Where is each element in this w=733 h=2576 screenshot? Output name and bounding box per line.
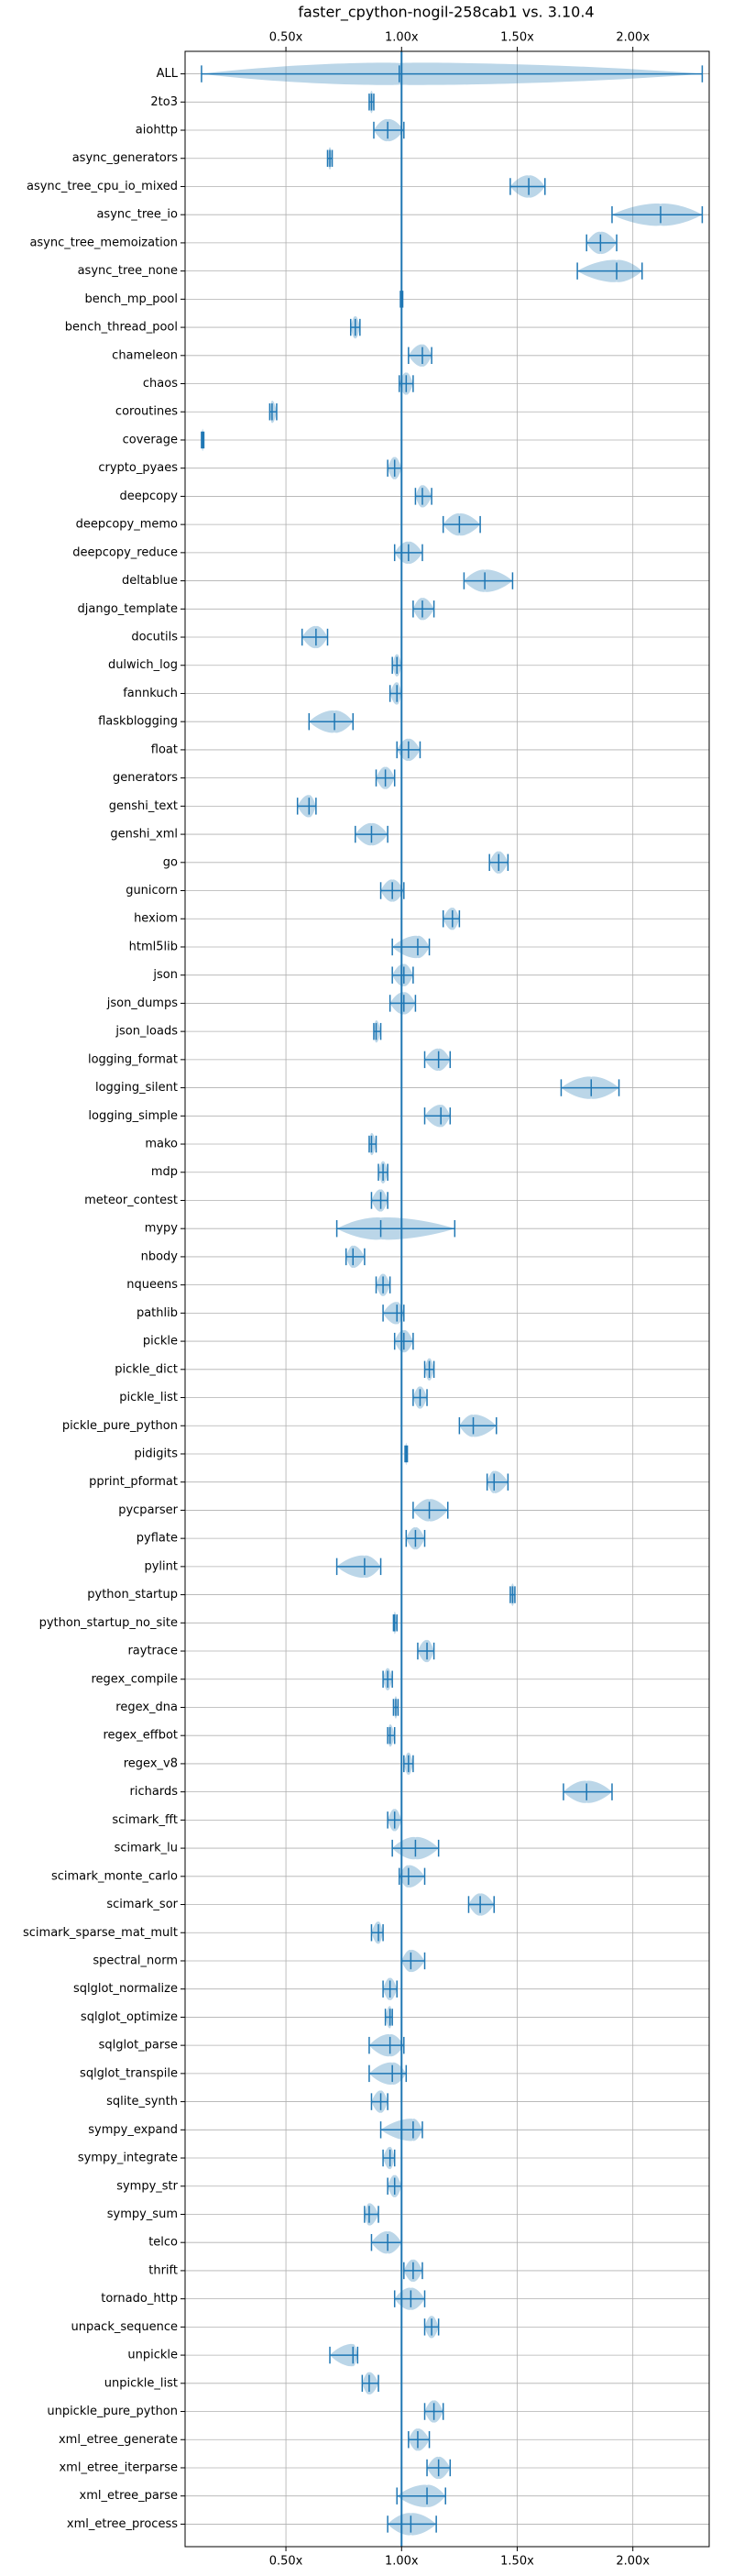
y-tick-label: scimark_lu xyxy=(115,1842,178,1855)
y-tick-label: flaskblogging xyxy=(98,715,178,729)
y-tick-label: async_tree_cpu_io_mixed xyxy=(27,180,178,193)
y-tick-label: xml_etree_iterparse xyxy=(59,2460,178,2474)
y-tick-label: regex_dna xyxy=(115,1701,178,1714)
plot-frame xyxy=(184,50,710,2548)
y-tick-label: regex_compile xyxy=(91,1672,178,1686)
y-tick-label: sqlglot_transpile xyxy=(80,2066,178,2080)
y-tick-label: docutils xyxy=(131,631,178,644)
y-tick-label: pickle_list xyxy=(119,1391,178,1404)
y-tick-label: nqueens xyxy=(126,1278,178,1292)
y-tick-label: python_startup xyxy=(87,1588,178,1602)
y-tick-label: mypy xyxy=(145,1222,179,1236)
y-tick-label: telco xyxy=(148,2236,178,2250)
y-tick-label: unpickle xyxy=(127,2349,178,2362)
x-tick-label: 1.50x xyxy=(500,31,534,45)
y-tick-label: chameleon xyxy=(112,348,178,362)
y-tick-label: 2to3 xyxy=(150,95,178,109)
x-tick-label: 1.00x xyxy=(385,31,419,45)
y-tick-label: sqlite_synth xyxy=(106,2095,178,2108)
y-tick-label: fannkuch xyxy=(123,687,178,700)
y-tick-label: thrift xyxy=(148,2263,178,2277)
y-tick-label: scimark_monte_carlo xyxy=(51,1869,178,1883)
y-tick-label: go xyxy=(163,855,178,869)
y-tick-label: json_loads xyxy=(115,1025,178,1039)
y-tick-label: richards xyxy=(130,1785,179,1799)
y-tick-label: pickle_dict xyxy=(115,1362,178,1376)
y-tick-label: mako xyxy=(145,1138,178,1151)
y-tick-label: ALL xyxy=(157,67,179,81)
y-tick-label: tornado_http xyxy=(101,2292,178,2306)
y-tick-label: sqlglot_parse xyxy=(99,2039,178,2053)
y-tick-label: logging_silent xyxy=(95,1081,178,1095)
y-tick-label: coverage xyxy=(123,433,178,446)
y-tick-label: unpickle_pure_python xyxy=(47,2405,178,2418)
x-tick-label: 1.50x xyxy=(500,2555,534,2569)
y-tick-label: json_dumps xyxy=(106,996,178,1010)
y-tick-label: xml_etree_process xyxy=(67,2517,178,2531)
y-tick-label: unpack_sequence xyxy=(71,2320,178,2334)
y-tick-label: bench_mp_pool xyxy=(84,292,178,306)
chart-title: faster_cpython-nogil-258cab1 vs. 3.10.4 xyxy=(298,4,594,22)
y-tick-label: sympy_str xyxy=(116,2179,178,2193)
x-tick-label: 2.00x xyxy=(616,31,650,45)
y-tick-label: generators xyxy=(113,771,178,785)
y-tick-label: nbody xyxy=(141,1249,179,1263)
y-tick-label: meteor_contest xyxy=(84,1194,178,1207)
y-tick-label: xml_etree_generate xyxy=(59,2433,178,2447)
y-tick-label: python_startup_no_site xyxy=(39,1616,178,1630)
y-tick-label: sympy_sum xyxy=(107,2207,178,2221)
y-tick-label: pyflate xyxy=(137,1532,178,1546)
x-tick-label: 0.50x xyxy=(269,2555,303,2569)
x-tick-label: 2.00x xyxy=(616,2555,650,2569)
y-tick-label: pylint xyxy=(144,1559,178,1573)
y-tick-label: aiohttp xyxy=(136,124,178,138)
y-tick-label: coroutines xyxy=(115,405,178,419)
y-tick-label: regex_v8 xyxy=(124,1756,178,1770)
y-tick-label: crypto_pyaes xyxy=(98,461,178,475)
x-tick-label: 0.50x xyxy=(269,31,303,45)
y-tick-label: deepcopy_memo xyxy=(76,518,178,532)
y-tick-label: genshi_xml xyxy=(110,828,178,842)
y-tick-label: async_tree_io xyxy=(96,208,178,222)
y-tick-label: scimark_fft xyxy=(112,1813,178,1827)
y-tick-label: pycparser xyxy=(118,1503,178,1517)
y-tick-label: html5lib xyxy=(129,940,178,953)
x-tick-label: 1.00x xyxy=(385,2555,419,2569)
y-tick-label: bench_thread_pool xyxy=(65,321,178,335)
y-tick-label: logging_format xyxy=(88,1052,178,1066)
y-tick-label: unpickle_list xyxy=(104,2376,178,2390)
y-tick-label: pathlib xyxy=(137,1306,178,1320)
y-tick-label: deltablue xyxy=(122,574,178,588)
y-tick-label: chaos xyxy=(143,377,178,391)
y-tick-label: async_tree_memoization xyxy=(29,236,178,249)
y-tick-label: pickle xyxy=(143,1335,178,1349)
y-tick-label: regex_effbot xyxy=(103,1729,178,1743)
y-tick-label: sympy_integrate xyxy=(78,2152,178,2165)
y-tick-label: mdp xyxy=(151,1165,178,1179)
y-tick-label: deepcopy_reduce xyxy=(72,545,178,559)
y-tick-label: pickle_pure_python xyxy=(62,1419,178,1433)
y-tick-label: pidigits xyxy=(135,1447,179,1460)
y-tick-label: django_template xyxy=(78,602,178,616)
y-tick-label: gunicorn xyxy=(126,884,178,897)
y-tick-label: pprint_pformat xyxy=(89,1475,178,1489)
y-tick-label: deepcopy xyxy=(119,490,178,503)
y-tick-label: hexiom xyxy=(134,912,178,926)
y-tick-label: dulwich_log xyxy=(108,658,178,672)
y-tick-label: scimark_sor xyxy=(106,1898,178,1911)
y-tick-label: xml_etree_parse xyxy=(80,2489,178,2503)
y-tick-label: json xyxy=(152,968,178,982)
y-tick-label: raytrace xyxy=(127,1645,178,1658)
y-tick-label: sympy_expand xyxy=(88,2123,178,2137)
y-tick-label: genshi_text xyxy=(109,799,178,813)
y-tick-label: sqlglot_optimize xyxy=(81,2010,178,2024)
y-tick-label: sqlglot_normalize xyxy=(73,1982,178,1996)
y-tick-label: scimark_sparse_mat_mult xyxy=(23,1926,178,1940)
y-tick-label: float xyxy=(151,743,178,756)
y-tick-label: logging_simple xyxy=(88,1109,178,1123)
y-tick-label: spectral_norm xyxy=(93,1954,178,1967)
y-tick-label: async_tree_none xyxy=(78,264,178,278)
y-tick-label: async_generators xyxy=(72,151,179,165)
